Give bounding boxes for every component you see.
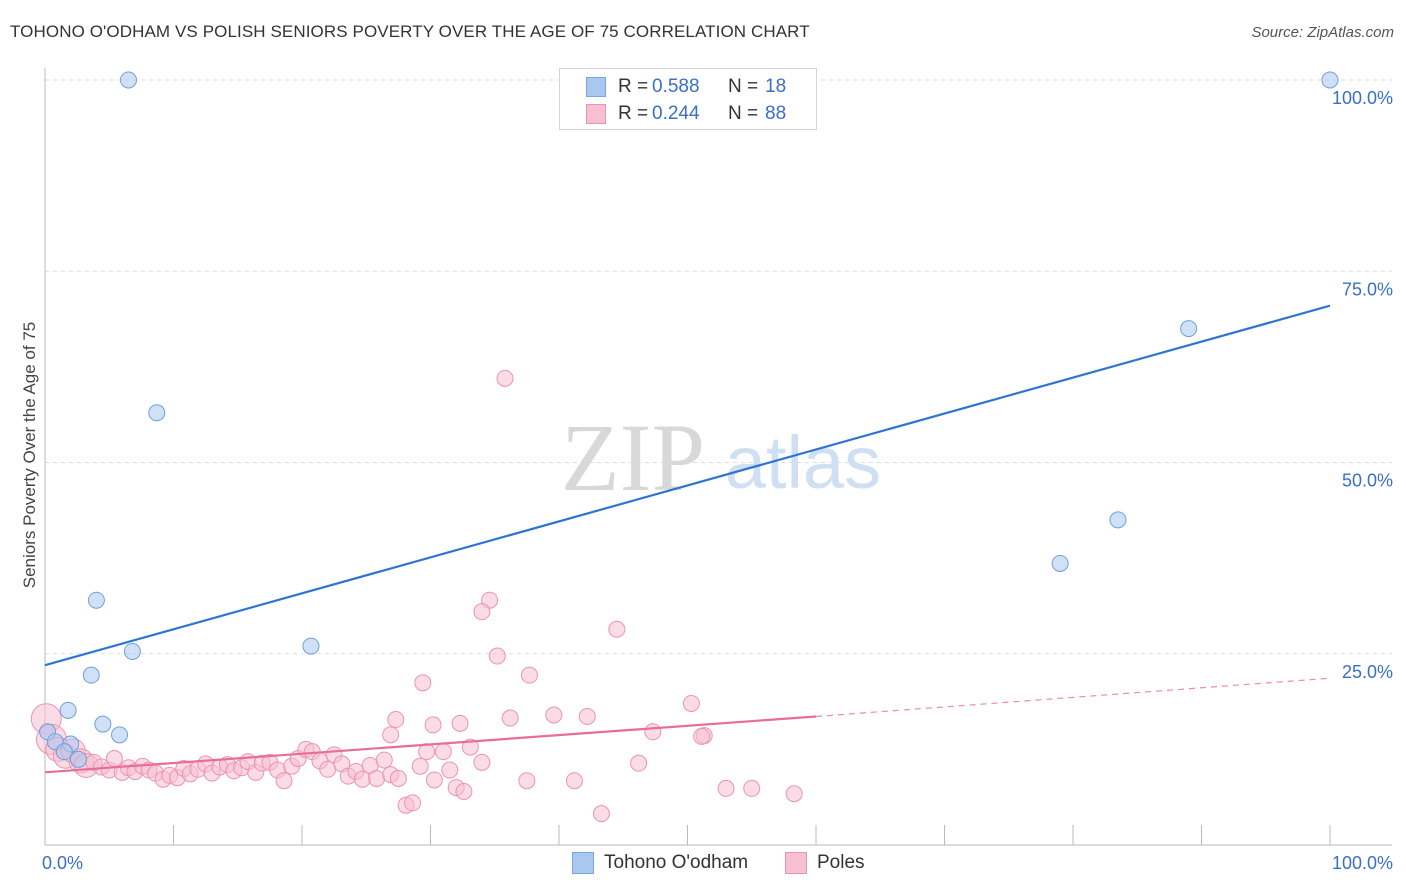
legend-swatch-poles	[586, 104, 606, 124]
poles-point-9	[578, 707, 596, 725]
legend-r-label: R =	[618, 103, 649, 124]
poles-point-81	[565, 772, 583, 790]
y-tick-label-2: 75.0%	[1342, 279, 1393, 299]
x-tick-label-0: 0.0%	[42, 853, 83, 873]
tohono-point-7	[302, 637, 320, 655]
poles-point-12	[424, 716, 442, 734]
tohono-point-10	[59, 701, 77, 719]
gridlines	[45, 79, 1392, 655]
source-label: Source: ZipAtlas.com	[1251, 24, 1394, 41]
series-legend: Tohono O'odham Poles	[0, 852, 1406, 876]
poles-point-74	[434, 743, 452, 761]
poles-point-83	[630, 754, 648, 772]
legend-label-poles: Poles	[817, 852, 865, 873]
poles-point-52	[275, 772, 293, 790]
legend-n-label: N =	[728, 103, 759, 124]
poles-point-66	[375, 751, 393, 769]
poles-point-2	[473, 603, 491, 621]
watermark-atlas: atlas	[725, 421, 881, 504]
poles-point-78	[461, 738, 479, 756]
tohono-trend-line	[44, 304, 1331, 667]
poles-point-79	[473, 753, 491, 771]
y-tick-label-0: 25.0%	[1342, 662, 1393, 682]
poles-point-3	[608, 620, 626, 638]
tohono-point-16	[55, 743, 73, 761]
poles-point-13	[451, 714, 469, 732]
poles-point-80	[518, 772, 536, 790]
poles-trend-extension	[815, 677, 1331, 718]
poles-point-58	[319, 760, 337, 778]
tohono-point-11	[94, 715, 112, 733]
tohono-point-5	[1051, 554, 1069, 572]
tohono-point-17	[69, 750, 87, 768]
data-points	[30, 71, 1339, 823]
legend-item-tohono[interactable]: Tohono O'odham	[572, 852, 748, 874]
watermark: ZIP atlas	[561, 404, 881, 511]
poles-point-86	[785, 785, 803, 803]
poles-point-4	[488, 647, 506, 665]
y-tick-label-3: 100.0%	[1332, 88, 1393, 108]
legend-n-label: N =	[728, 76, 759, 97]
poles-point-11	[387, 711, 405, 729]
poles-point-75	[441, 761, 459, 779]
stats-legend: R = 0.588 N = 18 R = 0.244 N = 88	[559, 68, 817, 130]
legend-item-poles[interactable]: Poles	[785, 852, 865, 874]
poles-point-85	[743, 779, 761, 797]
axes	[44, 68, 1392, 846]
legend-row-tohono: R = 0.588 N = 18	[586, 75, 786, 99]
poles-point-0	[496, 369, 514, 387]
tick-labels: 25.0% 50.0% 75.0% 100.0% 0.0% 100.0%	[42, 88, 1393, 873]
legend-swatch-poles	[785, 852, 807, 874]
tohono-point-8	[123, 642, 141, 660]
poles-point-68	[389, 769, 407, 787]
poles-point-14	[644, 723, 662, 741]
y-tick-label-1: 50.0%	[1342, 471, 1393, 491]
legend-swatch-tohono	[572, 852, 594, 874]
poles-point-70	[404, 794, 422, 812]
poles-point-17	[382, 726, 400, 744]
poles-point-71	[411, 757, 429, 775]
poles-point-8	[545, 706, 563, 724]
poles-point-84	[717, 779, 735, 797]
tohono-point-12	[111, 726, 129, 744]
legend-label-tohono: Tohono O'odham	[604, 852, 749, 873]
chart-title: TOHONO O'ODHAM VS POLISH SENIORS POVERTY…	[10, 22, 810, 41]
tohono-point-0	[120, 71, 138, 89]
legend-n-value: 88	[765, 103, 787, 124]
poles-point-16	[693, 727, 711, 745]
poles-trend-line	[44, 715, 817, 774]
poles-point-77	[455, 782, 473, 800]
poles-point-73	[425, 771, 443, 789]
tohono-point-3	[1180, 320, 1198, 338]
tohono-point-2	[148, 404, 166, 422]
legend-r-value: 0.588	[652, 76, 700, 97]
tohono-point-6	[87, 591, 105, 609]
legend-swatch-tohono	[586, 77, 606, 97]
x-tick-label-1: 100.0%	[1332, 853, 1393, 873]
legend-r-value: 0.244	[652, 103, 700, 124]
legend-n-value: 18	[765, 76, 787, 97]
poles-point-65	[368, 769, 386, 787]
legend-row-poles: R = 0.244 N = 88	[586, 102, 786, 126]
y-axis-label: Seniors Poverty Over the Age of 75	[20, 321, 39, 589]
tohono-point-1	[1321, 71, 1339, 89]
poles-point-6	[414, 674, 432, 692]
poles-point-10	[501, 709, 519, 727]
tohono-point-4	[1109, 511, 1127, 529]
legend-r-label: R =	[618, 76, 649, 97]
trend-lines	[44, 304, 1331, 774]
poles-point-82	[592, 805, 610, 823]
poles-point-5	[520, 666, 538, 684]
poles-point-7	[682, 694, 700, 712]
tohono-point-9	[82, 666, 100, 684]
watermark-zip: ZIP	[561, 404, 705, 511]
